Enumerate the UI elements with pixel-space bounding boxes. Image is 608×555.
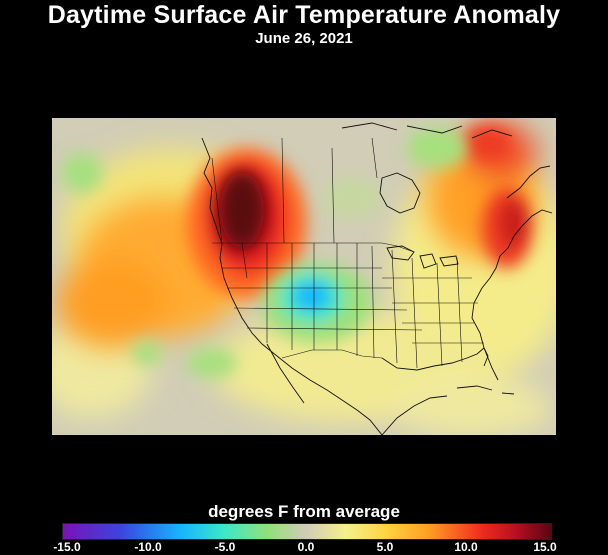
florida-coastline [483,347,499,381]
northeast-warm-core [462,125,532,268]
pacific-coastline [201,137,383,435]
arctic-coastline [341,122,513,139]
caribbean-islands [456,385,515,395]
political-boundaries [211,137,484,369]
state-lines-horizontal [222,267,484,344]
tick-label: -5.0 [214,540,236,554]
great-lakes [386,245,459,269]
tick-label: 5.0 [376,540,394,554]
province-lines [211,137,378,244]
cool-anomaly-field [62,128,467,378]
state-lines-vertical [241,242,463,369]
coastlines [201,122,553,435]
atlantic-coastline [471,225,523,349]
map-date: June 26, 2021 [255,30,353,47]
anomaly-map [52,118,556,435]
maritime-coastline [506,165,553,227]
tick-label: 0.0 [297,540,315,554]
tick-label: 15.0 [533,540,557,554]
tick-label: -15.0 [53,540,81,554]
tick-label: 10.0 [454,540,478,554]
anomaly-map-svg [52,118,556,435]
baja-coastline [266,343,305,404]
record-heat-center [220,172,264,248]
central-america-coastline [381,395,448,435]
legend-caption: degrees F from average [208,502,400,521]
tick-label: -10.0 [134,540,162,554]
map-title: Daytime Surface Air Temperature Anomaly [47,1,561,29]
us-mexico-border [281,349,383,359]
color-scale-ticks: -15.0 -10.0 -5.0 0.0 5.0 10.0 15.0 [0,540,608,555]
us-canada-border [212,242,415,253]
hudson-bay-coastline [379,172,421,214]
color-scale-bar [62,523,552,540]
